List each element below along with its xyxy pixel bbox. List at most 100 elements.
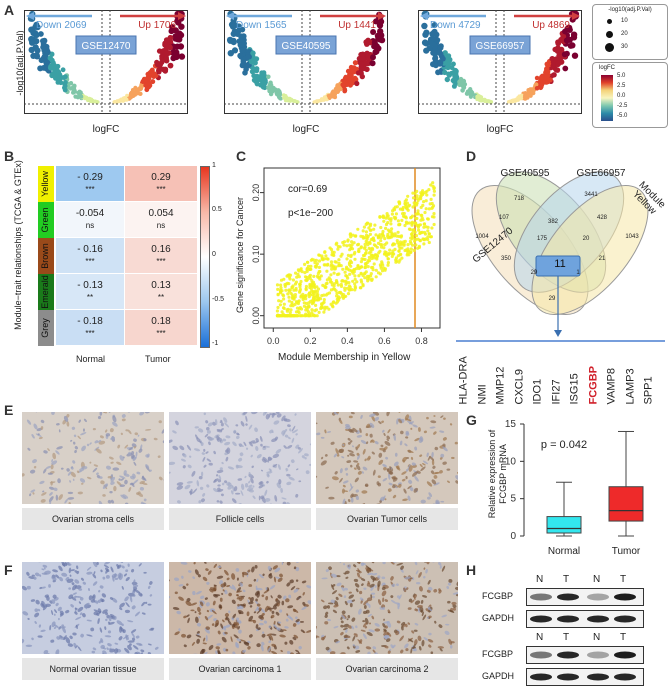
cell-nucleus xyxy=(129,595,133,603)
scatter-point xyxy=(282,297,286,301)
cell-nucleus xyxy=(213,450,216,455)
cell-nucleus xyxy=(330,573,338,578)
cell-nucleus xyxy=(143,571,147,574)
cell-nucleus xyxy=(72,592,77,595)
scatter-point xyxy=(414,201,418,206)
scatter-point xyxy=(351,271,355,275)
cell-nucleus xyxy=(368,603,371,608)
scatter-point xyxy=(388,230,392,234)
cell-nucleus xyxy=(80,577,84,581)
volcano-point xyxy=(538,85,544,91)
cell-nucleus xyxy=(55,423,60,426)
cell-nucleus xyxy=(400,649,404,654)
cell-nucleus xyxy=(22,611,29,616)
cell-nucleus xyxy=(71,582,75,586)
cell-nucleus xyxy=(268,625,272,629)
cell-nucleus xyxy=(273,626,278,630)
cell-nucleus xyxy=(67,471,72,476)
scatter-point xyxy=(307,275,311,279)
cell-nucleus xyxy=(333,453,338,458)
cell-nucleus xyxy=(73,441,76,445)
cell-nucleus xyxy=(286,613,289,616)
cell-nucleus xyxy=(78,588,83,591)
cell-nucleus xyxy=(413,487,419,493)
cell-nucleus xyxy=(379,500,382,504)
cell-nucleus xyxy=(404,443,408,447)
cell-nucleus xyxy=(298,645,302,650)
cell-nucleus xyxy=(371,415,376,422)
scatter-point xyxy=(414,212,418,216)
cell-nucleus xyxy=(255,446,259,451)
scatter-point xyxy=(294,271,298,275)
scatter-point xyxy=(383,243,387,247)
cell-nucleus xyxy=(347,614,351,619)
scatter-point xyxy=(291,278,295,282)
cell-nucleus xyxy=(455,480,458,484)
cell-nucleus xyxy=(119,484,126,488)
cell-nucleus xyxy=(356,444,361,449)
scatter-point xyxy=(311,292,315,297)
volcano-point xyxy=(431,22,438,28)
cell-nucleus xyxy=(39,574,42,577)
cell-nucleus xyxy=(66,421,70,427)
cell-nucleus xyxy=(230,636,233,643)
cell-nucleus xyxy=(233,429,237,434)
scatter-point xyxy=(313,314,317,318)
cell-nucleus xyxy=(369,433,373,438)
volcano-point xyxy=(483,97,487,102)
cell-nucleus xyxy=(206,484,210,488)
cell-nucleus xyxy=(226,447,231,455)
cell-nucleus xyxy=(169,595,171,599)
cell-nucleus xyxy=(200,498,205,503)
scatter-point xyxy=(352,267,357,272)
cell-nucleus xyxy=(286,650,292,654)
scatter-point xyxy=(299,279,303,284)
cell-nucleus xyxy=(157,455,161,458)
heatmap-cell-tumor: 0.29 *** xyxy=(125,166,197,202)
cell-nucleus xyxy=(70,471,76,478)
cell-nucleus xyxy=(365,646,372,650)
scatter-point xyxy=(359,260,363,264)
scatter-point xyxy=(427,240,431,245)
cell-nucleus xyxy=(186,634,192,639)
cell-nucleus xyxy=(261,458,267,463)
cell-nucleus xyxy=(149,581,153,585)
cell-nucleus xyxy=(369,413,376,418)
volcano-xlabel: logFC xyxy=(487,124,514,135)
volcano-point xyxy=(523,91,528,96)
cell-nucleus xyxy=(205,602,210,607)
cell-nucleus xyxy=(425,569,428,574)
panel-g-label: G xyxy=(466,412,477,428)
cell-nucleus xyxy=(367,572,374,576)
cell-nucleus xyxy=(421,611,424,617)
volcano-point xyxy=(437,45,444,51)
cell-nucleus xyxy=(420,599,424,604)
volcano-point xyxy=(169,24,176,31)
cell-nucleus xyxy=(250,412,257,414)
scatter-point xyxy=(356,227,360,231)
cell-nucleus xyxy=(103,564,110,569)
cell-nucleus xyxy=(179,445,185,451)
cell-nucleus xyxy=(172,445,179,451)
cell-nucleus xyxy=(131,568,135,573)
cell-nucleus xyxy=(27,617,30,620)
cell-nucleus xyxy=(213,618,217,622)
cell-nucleus xyxy=(30,489,36,493)
volcano-point xyxy=(360,51,366,57)
cell-nucleus xyxy=(368,629,375,633)
cell-nucleus xyxy=(51,459,54,463)
venn-count: 1004 xyxy=(475,234,489,240)
scatter-point xyxy=(411,234,415,238)
cell-nucleus xyxy=(341,614,346,620)
cell-nucleus xyxy=(333,604,339,608)
boxplot-pvalue: p = 0.042 xyxy=(541,439,587,451)
cell-value: 0.18 xyxy=(151,316,171,327)
volcano-point xyxy=(442,50,448,56)
cell-nucleus xyxy=(204,627,210,634)
cell-nucleus xyxy=(236,590,243,593)
cell-nucleus xyxy=(131,451,135,456)
cell-nucleus xyxy=(70,466,74,470)
scatter-point xyxy=(432,189,436,193)
cell-nucleus xyxy=(374,584,377,588)
cell-nucleus xyxy=(353,564,357,568)
